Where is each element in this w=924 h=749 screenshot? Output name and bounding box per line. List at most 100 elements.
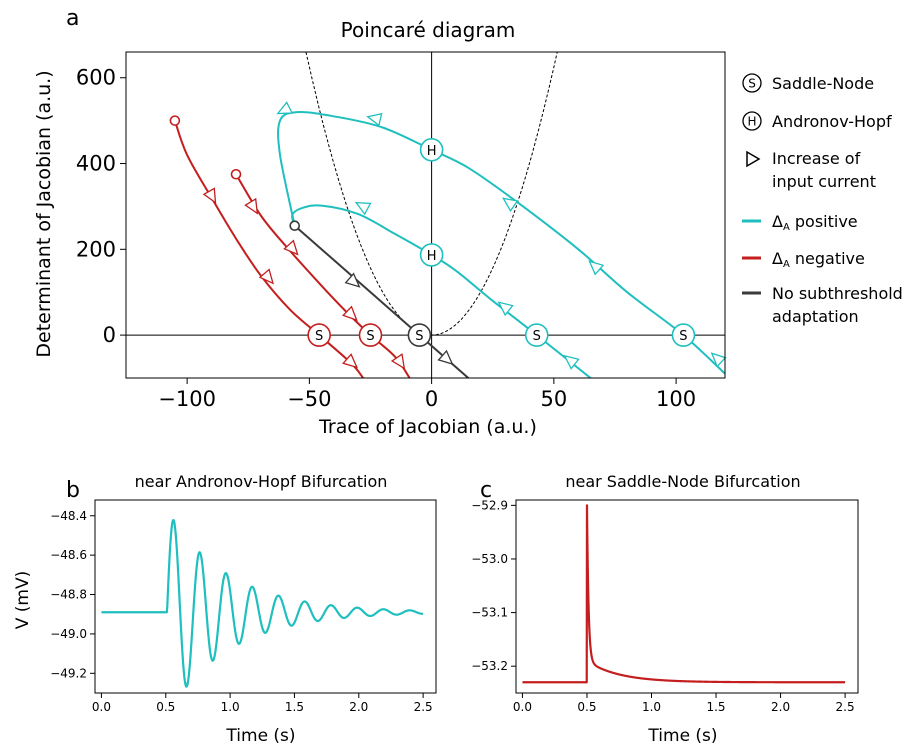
chart-a-series-2-marker-0 [407, 323, 432, 347]
chart-a-series-4-marker-0 [358, 323, 383, 347]
chart-b-frame [94, 499, 437, 694]
chart-a-series-3-line [173, 120, 364, 378]
panel-label-a: a [66, 6, 79, 31]
legend-negative-label: ΔA negative [772, 249, 865, 270]
chart-a-series-2-marker-label-0: S [415, 329, 423, 344]
chart-c-ytick-label-0: −52.9 [471, 498, 508, 512]
chart-a-frame [125, 51, 726, 379]
chart-a-series-4-arrow-1 [283, 239, 299, 256]
legend-no-adaptation-line-1: No subthreshold [772, 284, 903, 303]
panel-label-b: b [66, 478, 80, 503]
chart-a-legend: S Saddle-Node H Andronov-Hopf Increase o… [742, 73, 903, 326]
chart-a-series-3-arrow-2 [342, 353, 359, 369]
chart-c-xtick-label-0: 0.0 [513, 700, 532, 714]
chart-b-ylabel: V (mV) [13, 571, 33, 630]
chart-a-series-1-line [291, 204, 592, 378]
chart-a-ytick-label-1: 200 [76, 237, 116, 261]
legend-andronov-hopf-marker: H [747, 115, 756, 129]
chart-a-series-1-marker-0 [524, 323, 549, 347]
chart-b-xlabel: Time (s) [225, 726, 295, 746]
chart-a-ylabel: Determinant of Jacobian (a.u.) [33, 70, 55, 357]
chart-c-ytick-label-3: −53.2 [471, 659, 508, 673]
chart-a-series-0-marker-label-1: H [427, 144, 437, 159]
chart-a-series-0-marker-1 [419, 138, 444, 162]
chart-b-ytick-label-4: −49.2 [50, 666, 87, 680]
chart-c-xtick-label-2: 1.0 [642, 700, 661, 714]
triangle-icon [746, 150, 761, 168]
legend-andronov-hopf-label: Andronov-Hopf [772, 112, 892, 131]
chart-c-xtick-label-4: 2.0 [771, 700, 790, 714]
chart-a-xtick-label-3: 50 [540, 387, 567, 411]
chart-b-xtick-label-5: 2.5 [414, 700, 433, 714]
chart-a-series-0-arrow-0 [710, 352, 727, 368]
chart-a-xtick-label-0: −100 [158, 387, 216, 411]
chart-a-series-0-arrow-1 [588, 260, 605, 276]
chart-b-ytick-label-3: −49.0 [50, 627, 87, 641]
chart-a-series-0-marker-0 [671, 323, 696, 347]
chart-b-xtick-label-2: 1.0 [221, 700, 240, 714]
chart-a-series-0-arrow-2 [502, 197, 519, 213]
chart-a-xtick-label-2: 0 [425, 387, 438, 411]
chart-c: 0.0 0.5 1.0 1.5 2.0 2.5 −52.9 −53.0 −53.1 −53.2 [471, 498, 859, 714]
chart-c-xtick-label-5: 2.5 [836, 700, 855, 714]
chart-c-trace [521, 504, 846, 684]
legend-item-positive: ΔA positive [742, 212, 858, 233]
chart-a-series-0-line [277, 110, 725, 375]
chart-a-series-4-arrow-2 [342, 305, 358, 322]
chart-a-series-4-arrow-3 [390, 353, 406, 370]
legend-item-no-adaptation: No subthreshold adaptation [742, 284, 903, 326]
chart-a-series-4-start [230, 168, 242, 180]
chart-c-xtick-label-1: 0.5 [577, 700, 596, 714]
chart-a-series-0-arrow-4 [276, 101, 294, 115]
chart-a-ytick-label-3: 600 [76, 66, 116, 90]
chart-c-xtick-label-3: 1.5 [706, 700, 725, 714]
chart-c-ytick-label-1: −53.0 [471, 552, 508, 566]
chart-a-series-4-marker-label-0: S [366, 329, 374, 344]
chart-a-series-1-arrow-2 [354, 201, 372, 216]
chart-b-xtick-label-4: 2.0 [349, 700, 368, 714]
chart-b-xtick-label-3: 1.5 [285, 700, 304, 714]
chart-a-xtick-label-4: 100 [656, 387, 696, 411]
panel-label-c: c [480, 478, 492, 503]
legend-item-saddle-node: S Saddle-Node [742, 73, 874, 93]
legend-increase-line-2: input current [772, 172, 876, 191]
chart-a-series-0-marker-label-0: S [679, 329, 687, 344]
legend-increase-line-1: Increase of [772, 149, 861, 168]
chart-b-trace [100, 519, 424, 688]
chart-b-ytick-label-1: −48.6 [50, 548, 87, 562]
legend-saddle-node-label: Saddle-Node [772, 74, 874, 93]
chart-a: S H S H S S S −100 −50 0 50 100 0 200 400 600 [76, 51, 727, 411]
chart-a-series-3-start [169, 115, 181, 126]
chart-a-series-4-arrow-0 [244, 197, 259, 215]
chart-a-series-3-marker-label-0: S [315, 329, 323, 344]
chart-a-xtick-label-1: −50 [287, 387, 331, 411]
chart-a-plot-area [126, 52, 725, 378]
chart-a-series-2-arrow-1 [437, 349, 454, 366]
legend-no-adaptation-line-2: adaptation [772, 307, 859, 326]
legend-item-increase: Increase of input current [746, 149, 876, 191]
chart-c-frame [515, 499, 859, 694]
chart-a-series-2-arrow-0 [344, 272, 361, 288]
chart-a-series-1-arrow-0 [563, 354, 580, 370]
chart-b-xtick-label-1: 0.5 [156, 700, 175, 714]
chart-a-series-3-arrow-0 [202, 187, 217, 204]
chart-a-ytick-label-2: 400 [76, 152, 116, 176]
chart-b-ytick-label-0: −48.4 [50, 509, 87, 523]
chart-a-parabola [305, 52, 558, 336]
legend-positive-label: ΔA positive [772, 212, 858, 233]
chart-a-series-1-marker-label-0: S [533, 329, 541, 344]
chart-b-title: near Andronov-Hopf Bifurcation [135, 472, 388, 491]
chart-c-xlabel: Time (s) [647, 726, 717, 746]
legend-saddle-node-marker: S [748, 77, 756, 91]
chart-a-series-3-arrow-1 [258, 268, 275, 285]
chart-a-ytick-label-0: 0 [103, 323, 116, 347]
chart-a-title: Poincaré diagram [341, 18, 516, 42]
chart-a-series-1-marker-label-1: H [427, 249, 437, 264]
chart-c-title: near Saddle-Node Bifurcation [565, 472, 800, 491]
chart-a-series-2-start [289, 220, 300, 232]
chart-b: 0.0 0.5 1.0 1.5 2.0 2.5 −48.4 −48.6 −48.8 −49.0 −4… [50, 499, 437, 714]
chart-a-series-3-marker-0 [307, 323, 331, 347]
chart-c-ytick-label-2: −53.1 [471, 606, 508, 620]
chart-a-xlabel: Trace of Jacobian (a.u.) [318, 416, 537, 438]
